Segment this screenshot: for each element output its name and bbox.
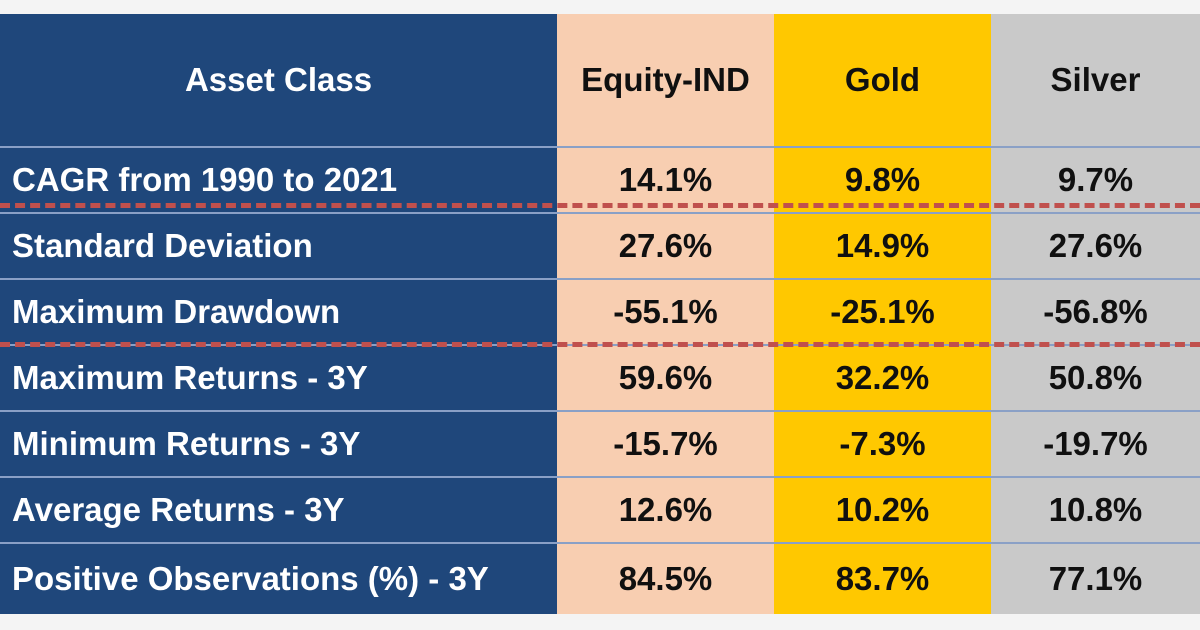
asset-comparison-table: Asset Class Equity-IND Gold Silver CAGR … [0,14,1200,614]
cell-gold: -25.1% [774,278,991,345]
cell-equity: 14.1% [557,146,774,213]
table-row: CAGR from 1990 to 2021 14.1% 9.8% 9.7% [0,146,1200,213]
row-label: Maximum Returns - 3Y [0,344,557,411]
cell-equity: 12.6% [557,476,774,543]
table-row: Maximum Returns - 3Y 59.6% 32.2% 50.8% [0,344,1200,411]
cell-gold: 10.2% [774,476,991,543]
cell-equity: 59.6% [557,344,774,411]
cell-equity: -15.7% [557,410,774,477]
cell-gold: 83.7% [774,542,991,614]
table-row: Minimum Returns - 3Y -15.7% -7.3% -19.7% [0,410,1200,477]
row-label: Positive Observations (%) - 3Y [0,542,557,614]
header-gold: Gold [774,14,991,147]
cell-equity: -55.1% [557,278,774,345]
cell-silver: -19.7% [991,410,1200,477]
table-row: Positive Observations (%) - 3Y 84.5% 83.… [0,542,1200,614]
table-row: Maximum Drawdown -55.1% -25.1% -56.8% [0,278,1200,345]
header-silver: Silver [991,14,1200,147]
row-label: Maximum Drawdown [0,278,557,345]
cell-silver: -56.8% [991,278,1200,345]
cell-gold: -7.3% [774,410,991,477]
cell-silver: 27.6% [991,212,1200,279]
row-label: CAGR from 1990 to 2021 [0,146,557,213]
table-row: Average Returns - 3Y 12.6% 10.2% 10.8% [0,476,1200,543]
cell-silver: 50.8% [991,344,1200,411]
cell-equity: 27.6% [557,212,774,279]
cell-equity: 84.5% [557,542,774,614]
row-label: Standard Deviation [0,212,557,279]
header-asset-class: Asset Class [0,14,557,147]
cell-gold: 14.9% [774,212,991,279]
table-row: Standard Deviation 27.6% 14.9% 27.6% [0,212,1200,279]
cell-silver: 10.8% [991,476,1200,543]
header-row: Asset Class Equity-IND Gold Silver [0,14,1200,147]
header-equity-ind: Equity-IND [557,14,774,147]
row-label: Average Returns - 3Y [0,476,557,543]
cell-silver: 9.7% [991,146,1200,213]
cell-gold: 9.8% [774,146,991,213]
cell-silver: 77.1% [991,542,1200,614]
cell-gold: 32.2% [774,344,991,411]
row-label: Minimum Returns - 3Y [0,410,557,477]
